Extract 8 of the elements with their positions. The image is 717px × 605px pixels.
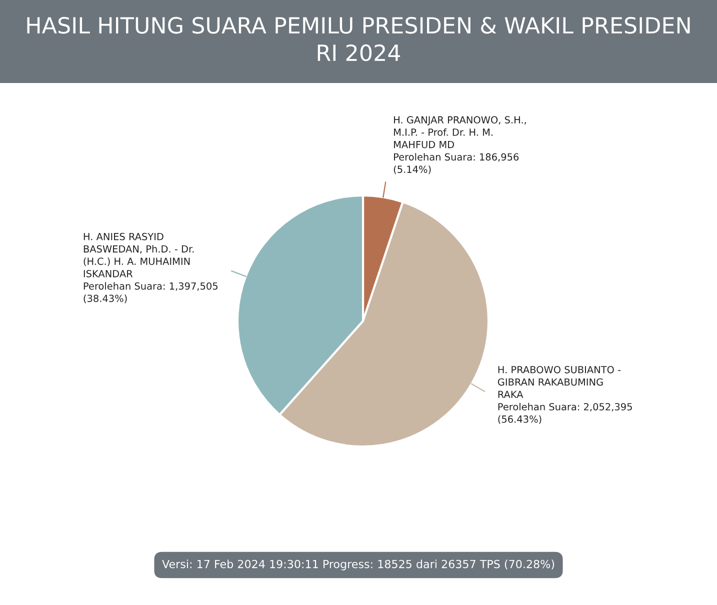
- slice-label: H. ANIES RASYID BASWEDAN, Ph.D. - Dr. (H.C.) H. A. MUHAIMIN ISKANDAR: [84, 232, 194, 278]
- data-label: Perolehan Suara: 186,956 (5.14%): [394, 153, 519, 174]
- legend-label: H. PRABOWO SUBIANTO - GIBRAN RAKABUMING RAKA: [498, 366, 621, 398]
- text: Versi: 17 Feb 2024 19:30:11 Progress: 18525 dari 26357 TPS (70.28%): [162, 560, 554, 570]
- chart-title: HASIL HITUNG SUARA PEMILU PRESIDEN & WAKIL PRESIDEN RI 2024: [27, 16, 690, 62]
- slice-label: H. GANJAR PRANOWO, S.H., M.I.P. - Prof. Dr. H. M. MAHFUD MD: [394, 116, 526, 148]
- data-label: Perolehan Suara: 2,052,395 (56.43%): [498, 402, 632, 424]
- data-label: Perolehan Suara: 1,397,505 (38.43%): [84, 282, 218, 304]
